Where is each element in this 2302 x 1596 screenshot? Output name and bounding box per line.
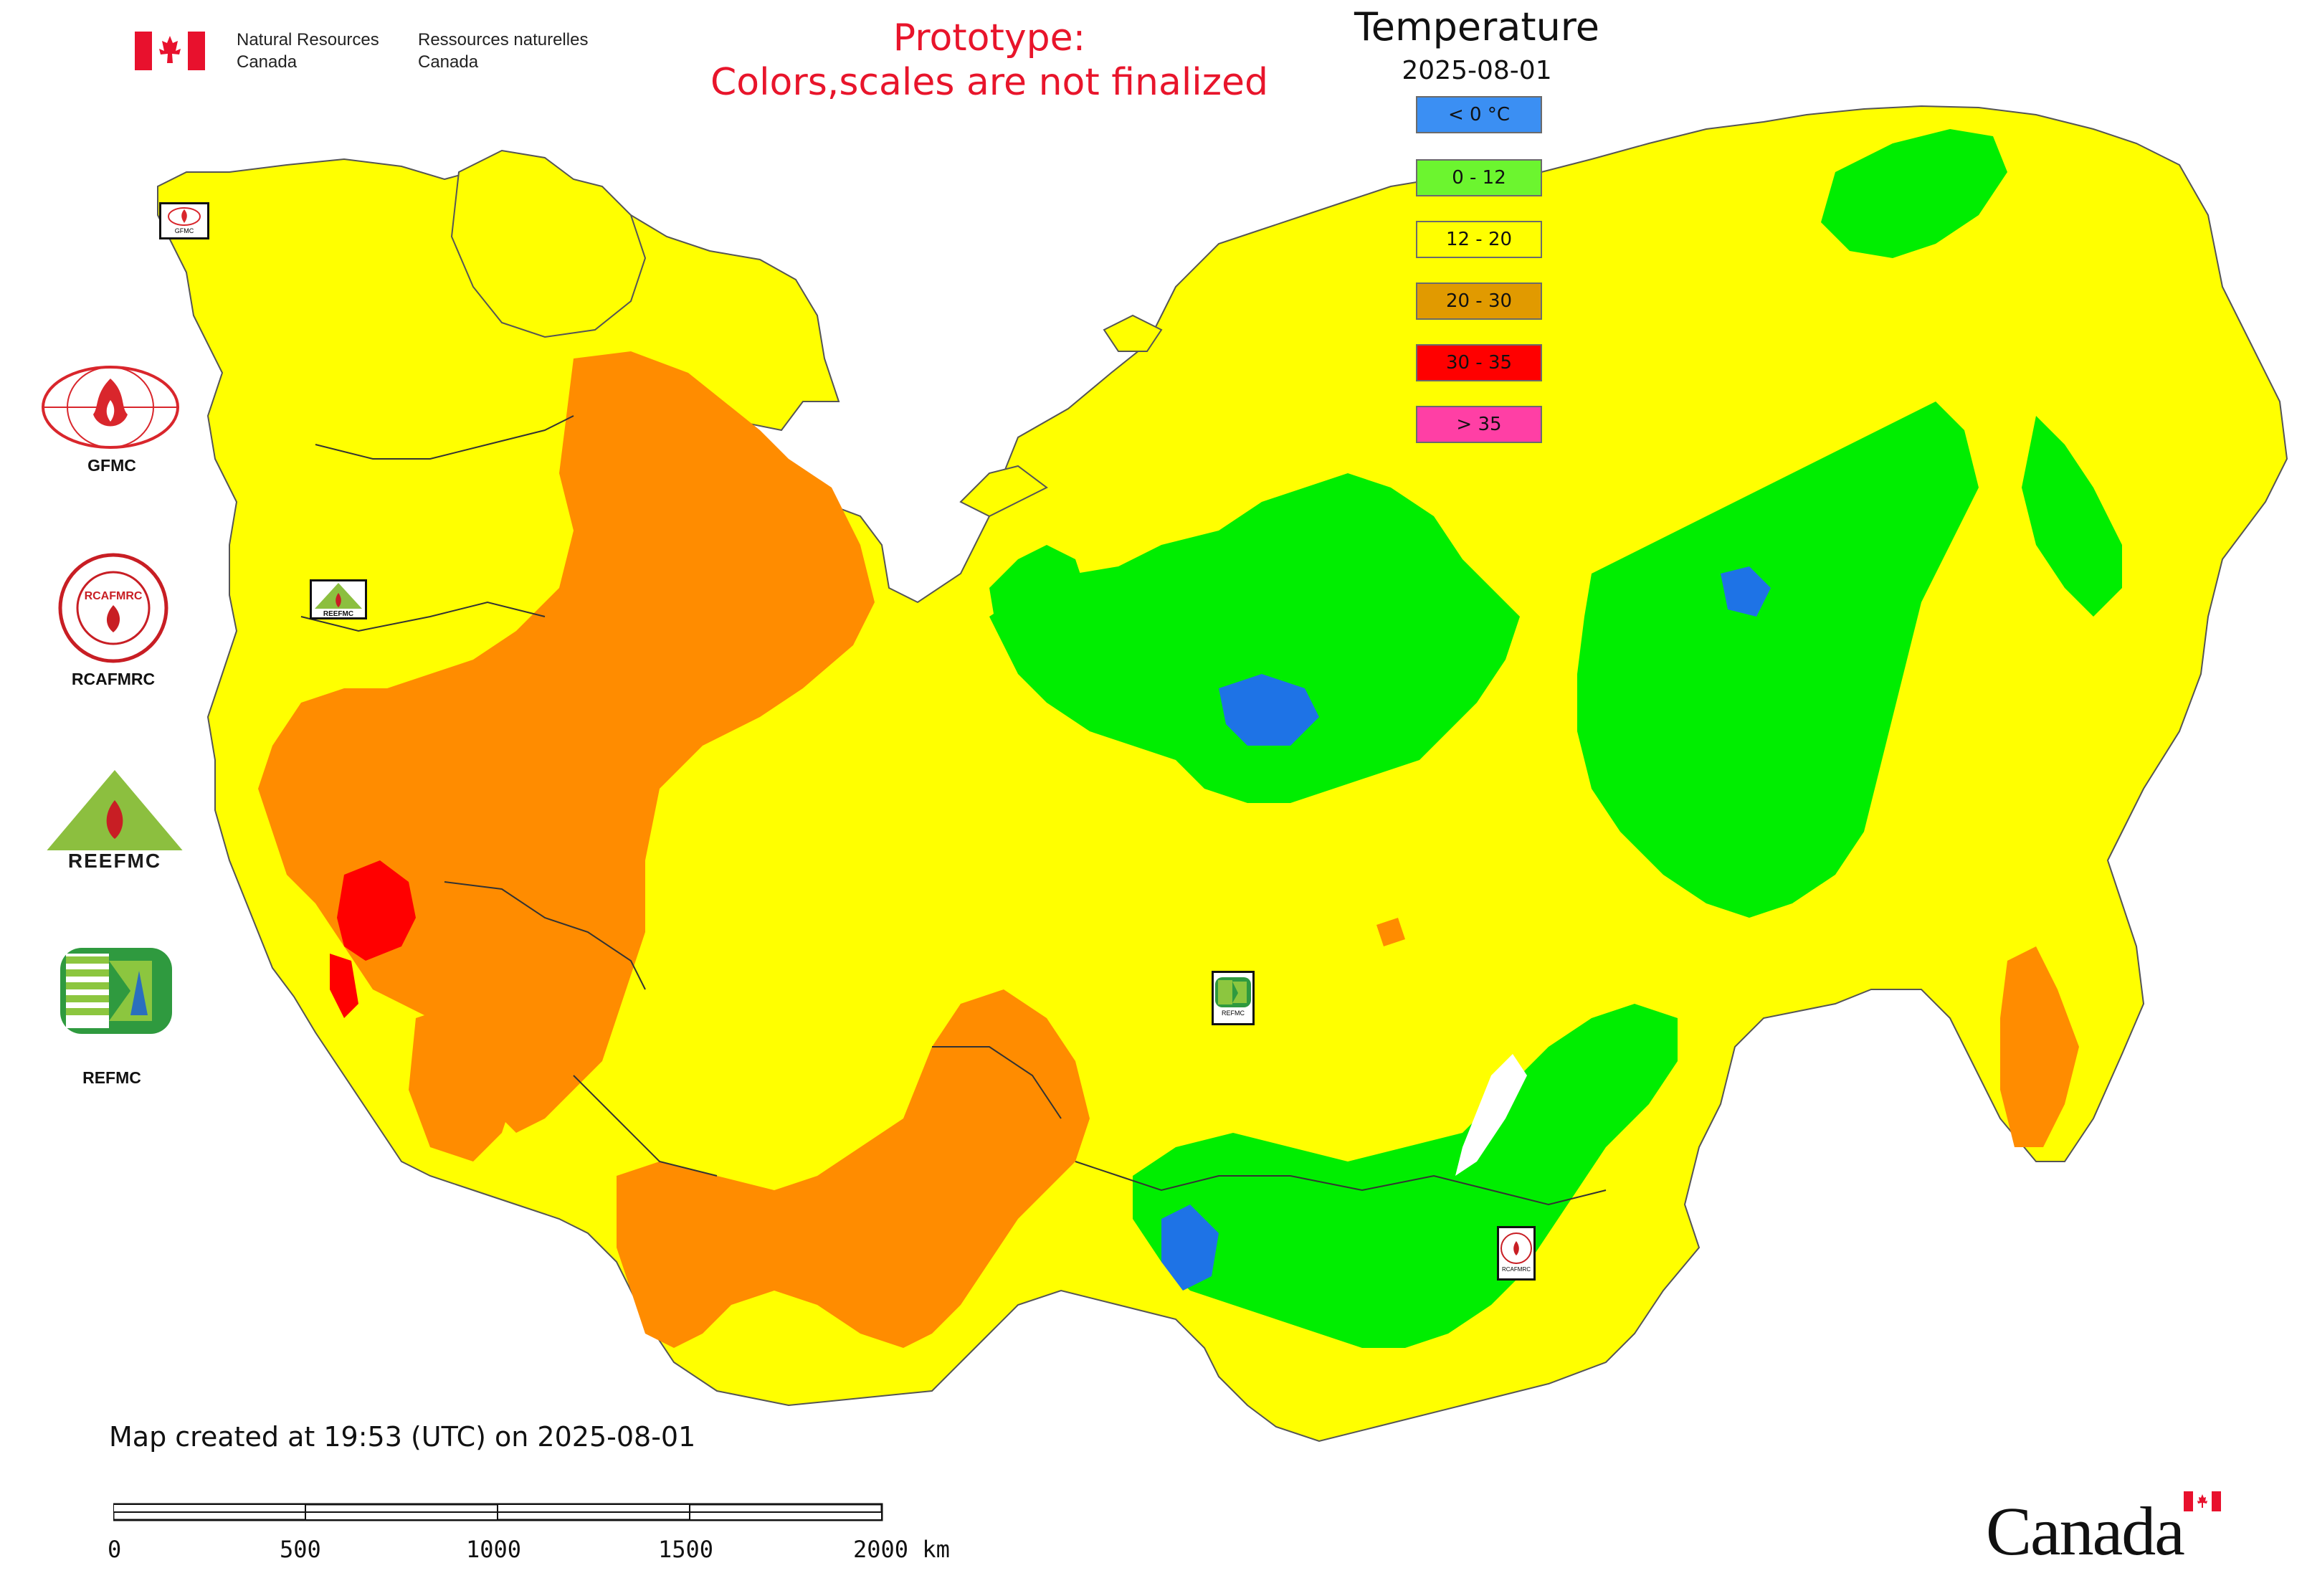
gfmc-logo-label: GFMC — [87, 456, 136, 475]
legend-title: Temperature — [1354, 4, 1600, 49]
org-name-english: Natural Resources Canada — [237, 30, 379, 72]
reefmc-logo-icon: REEFMC — [40, 770, 189, 872]
warm-region-far-east — [2000, 946, 2079, 1147]
warm-region-caspian — [409, 1004, 516, 1162]
nordic-region — [450, 149, 647, 338]
reefmc-marker-icon: REEFMC — [315, 583, 362, 617]
svalbard-area — [1103, 314, 1163, 352]
map-marker-reefmc[interactable]: REEFMC — [310, 579, 367, 619]
rcafmrc-marker-icon — [1500, 1232, 1532, 1264]
admin-borders — [300, 415, 1607, 1206]
rcafmrc-logo-text: RCAFMRC — [85, 590, 143, 602]
lake-baikal — [1455, 1054, 1527, 1176]
legend-item-5: > 35 — [1416, 406, 1542, 443]
scale-label-0: 0 — [108, 1536, 122, 1563]
scale-bar-graphic — [113, 1503, 883, 1521]
canada-flag-icon — [135, 32, 205, 70]
legend-item-1: 0 - 12 — [1416, 159, 1542, 196]
cool-region-chukotka — [1821, 129, 2007, 258]
cool-region-yamal — [989, 545, 1090, 674]
gfmc-logo-icon — [42, 366, 179, 449]
cold-spot-putorana — [1219, 674, 1319, 746]
prototype-notice: Prototype: Colors,scales are not finaliz… — [631, 16, 1348, 105]
cool-region-east-siberia — [1577, 402, 1979, 918]
warm-region-west — [258, 351, 875, 1133]
nrcan-signature: Natural Resources Canada Ressources natu… — [135, 29, 608, 79]
refmc-logo-label: REFMC — [82, 1068, 141, 1087]
rcafmrc-marker-label: RCAFMRC — [1502, 1266, 1531, 1273]
legend-date: 2025-08-01 — [1402, 56, 1552, 85]
scale-label-500: 500 — [280, 1536, 321, 1563]
map-created-timestamp: Map created at 19:53 (UTC) on 2025-08-01 — [109, 1421, 696, 1453]
cool-region-kamchatka — [2022, 416, 2122, 617]
canada-wordmark-text: Canada — [1986, 1493, 2185, 1569]
hot-region — [337, 860, 416, 961]
gfmc-marker-icon — [168, 207, 201, 226]
cold-spot-altai — [1161, 1205, 1219, 1291]
refmc-logo-icon — [60, 948, 172, 1034]
rcafmrc-logo-label: RCAFMRC — [71, 670, 156, 688]
scale-label-2000-km: 2000 km — [853, 1536, 950, 1563]
map-marker-rcafmrc[interactable]: RCAFMRC — [1497, 1226, 1536, 1281]
scale-label-1000: 1000 — [466, 1536, 522, 1563]
map-marker-gfmc[interactable]: GFMC — [159, 202, 209, 239]
cool-region-baikal — [1133, 1004, 1678, 1348]
map-marker-refmc[interactable]: REFMC — [1212, 971, 1255, 1025]
gfmc-marker-label: GFMC — [174, 227, 194, 234]
legend-item-0: < 0 °C — [1416, 96, 1542, 133]
rcafmrc-logo-icon: RCAFMRC — [58, 553, 168, 663]
reefmc-marker-text: REEFMC — [323, 610, 353, 617]
scale-label-1500: 1500 — [658, 1536, 714, 1563]
prototype-notice-line1: Prototype: — [893, 16, 1086, 60]
warm-region-central-asia — [617, 989, 1090, 1348]
legend-item-4: 30 - 35 — [1416, 344, 1542, 381]
legend-item-3: 20 - 30 — [1416, 282, 1542, 320]
novaya-zemlya — [959, 465, 1048, 518]
canada-wordmark-flag-icon — [2184, 1491, 2221, 1511]
scale-bar: 0 500 1000 1500 2000 km — [108, 1498, 968, 1570]
org-name-french: Ressources naturelles Canada — [418, 30, 589, 72]
hot-region-south — [330, 954, 358, 1018]
cold-spot-verkhoyansk — [1721, 566, 1771, 617]
warm-spot-central — [1376, 918, 1405, 946]
refmc-marker-icon — [1215, 977, 1251, 1007]
refmc-marker-label: REFMC — [1222, 1010, 1245, 1017]
prototype-notice-line2: Colors,scales are not finalized — [710, 61, 1269, 104]
canada-wordmark: Canada — [1986, 1491, 2230, 1569]
cool-region-taimyr — [989, 473, 1520, 803]
reefmc-logo-text: REEFMC — [68, 850, 161, 872]
legend-item-2: 12 - 20 — [1416, 221, 1542, 258]
